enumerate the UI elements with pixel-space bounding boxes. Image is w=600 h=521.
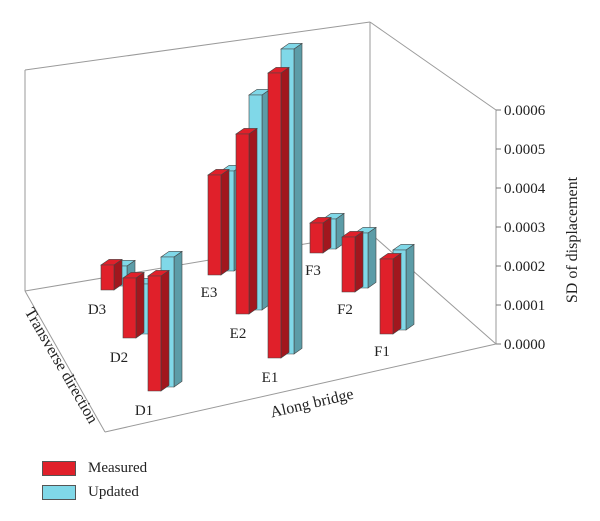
bar-measured-d1-side <box>160 269 170 392</box>
bar-measured-d1-front <box>147 275 162 392</box>
x-axis-label: Along bridge <box>269 386 356 422</box>
bar-pair-d1 <box>147 250 183 392</box>
bar-updated-f2-side <box>367 226 377 289</box>
bar-measured-f1-front <box>379 258 394 335</box>
z-axis-label: SD of displacement <box>564 176 581 303</box>
bar-measured-e1-front <box>267 72 282 359</box>
category-label-e2: E2 <box>230 326 247 342</box>
bar-measured-e2-front <box>235 133 250 315</box>
bar-measured-f2-front <box>341 236 356 293</box>
category-label-f1: F1 <box>374 344 390 360</box>
z-tick-label: 0.0004 <box>504 181 546 197</box>
category-label-f2: F2 <box>337 302 353 318</box>
z-tick-label: 0.0006 <box>504 103 546 119</box>
bar-updated-e1-side <box>293 42 303 355</box>
bar-measured-e3-front <box>207 174 222 276</box>
bar-group <box>100 42 415 392</box>
category-label-f3: F3 <box>305 263 321 279</box>
bar-measured-e1-side <box>280 66 290 359</box>
z-tick-label: 0.0000 <box>504 337 545 353</box>
bar-pair-e2 <box>235 88 271 315</box>
axis-ticks: 0.0000 0.0001 0.0002 0.0003 0.0004 0.0005 0.00… <box>496 103 546 353</box>
legend-label-updated: Updated <box>88 483 139 500</box>
category-label-d1: D1 <box>135 403 153 419</box>
bar-measured-f3-front <box>309 222 324 254</box>
bar-pair-f3 <box>309 212 345 254</box>
bar-measured-f3-side <box>322 216 332 254</box>
z-tick-label: 0.0001 <box>504 298 545 314</box>
legend-swatch-updated <box>42 484 76 500</box>
legend-item-updated: Updated <box>42 480 147 504</box>
legend-item-measured: Measured <box>42 456 147 480</box>
bar-pair-f1 <box>379 243 415 335</box>
bar-measured-d2-side <box>135 271 145 339</box>
category-label-e3: E3 <box>201 285 218 301</box>
bar-updated-d1-side <box>173 250 183 388</box>
label-group: D3 E3 F3 D2 E2 F2 D1 E1 F1 <box>88 263 390 419</box>
bar-updated-f1-side <box>405 243 415 331</box>
legend: Measured Updated <box>42 456 147 504</box>
z-tick-label: 0.0002 <box>504 259 545 275</box>
z-tick-label: 0.0005 <box>504 142 545 158</box>
bar-measured-f1-side <box>392 252 402 335</box>
y-axis-label: Transverse direction <box>21 305 101 427</box>
category-label-d2: D2 <box>110 350 128 366</box>
z-tick-label: 0.0003 <box>504 220 545 236</box>
bar-measured-f2-side <box>354 230 364 293</box>
bar-measured-d3-front <box>100 264 115 291</box>
legend-swatch-measured <box>42 460 76 476</box>
legend-label-measured: Measured <box>88 459 148 476</box>
category-label-d3: D3 <box>88 302 106 318</box>
bar-pair-e1 <box>267 42 303 359</box>
bar-measured-e3-side <box>220 168 230 276</box>
category-label-e1: E1 <box>262 370 279 386</box>
bar-pair-f2 <box>341 226 377 293</box>
bar-measured-d2-front <box>122 277 137 339</box>
bar-measured-e2-side <box>248 127 258 315</box>
